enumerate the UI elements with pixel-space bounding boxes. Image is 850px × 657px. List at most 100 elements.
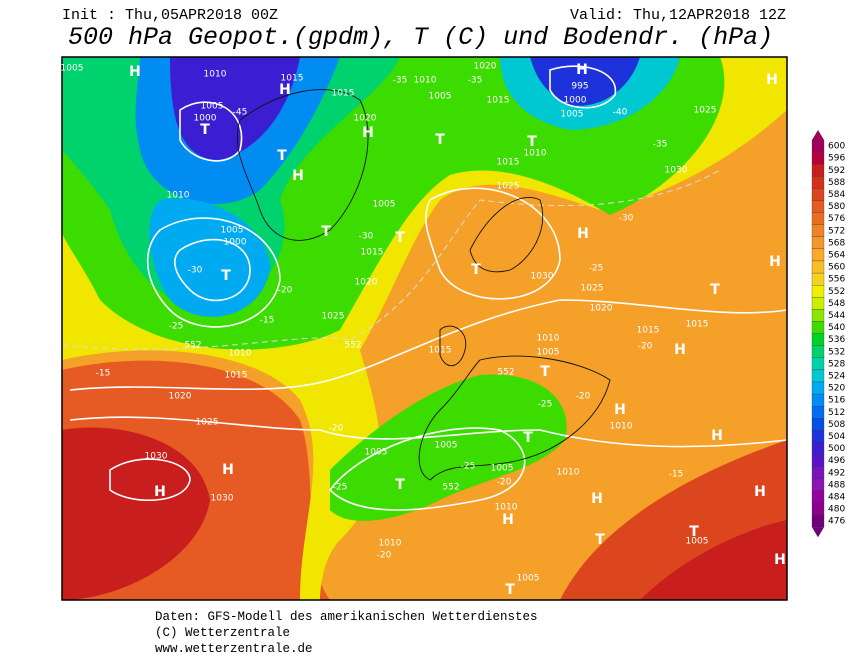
pressure-center: T	[540, 364, 550, 380]
colorbar-label: 572	[828, 226, 845, 236]
contour-label: 1010	[414, 76, 437, 86]
init-time: Init : Thu,05APR2018 00Z	[62, 7, 278, 24]
pressure-center: H	[502, 512, 514, 528]
colorbar-cell	[811, 309, 825, 322]
colorbar-cell	[811, 454, 825, 467]
contour-label: 552	[184, 341, 201, 351]
contour-label: 1015	[361, 248, 384, 258]
colorbar-cap	[812, 130, 824, 140]
contour-label: 1015	[281, 74, 304, 84]
contour-label: 1025	[497, 182, 520, 192]
colorbar-cell	[811, 393, 825, 407]
pressure-center: T	[321, 224, 331, 240]
contour-label: 1025	[322, 312, 345, 322]
colorbar-cell	[811, 490, 825, 504]
contour-label: 1010	[495, 503, 518, 513]
pressure-center: H	[769, 254, 781, 270]
colorbar-label: 476	[828, 517, 845, 527]
contour-label: -45	[233, 108, 248, 118]
valid-time: Valid: Thu,12APR2018 12Z	[570, 7, 786, 24]
colorbar-label: 484	[828, 492, 845, 502]
contour-label: -35	[468, 76, 483, 86]
pressure-center: T	[277, 148, 287, 164]
contour-label: 1005	[373, 200, 396, 210]
pressure-center: T	[200, 122, 210, 138]
contour-label: -15	[669, 470, 684, 480]
contour-label: 1015	[637, 326, 660, 336]
contour-label: 1020	[355, 278, 378, 288]
colorbar-label: 504	[828, 432, 845, 442]
contour-label: 1025	[196, 418, 219, 428]
colorbar-cell	[811, 248, 825, 262]
contour-label: -15	[260, 316, 275, 326]
colorbar-cell	[811, 418, 825, 431]
colorbar-cell	[811, 260, 825, 274]
contour-label: 1030	[665, 166, 688, 176]
colorbar-cell	[811, 502, 825, 516]
colorbar-label: 584	[828, 190, 845, 200]
pressure-center: H	[154, 484, 166, 500]
colorbar-label: 500	[828, 444, 845, 454]
contour-label: -20	[638, 342, 653, 352]
contour-label: 1010	[524, 149, 547, 159]
contour-label: 1005	[561, 110, 584, 120]
colorbar-label: 560	[828, 263, 845, 273]
contour-label: 1010	[537, 334, 560, 344]
contour-label: 1005	[517, 574, 540, 584]
colorbar-cell	[811, 212, 825, 225]
pressure-center: T	[527, 134, 537, 150]
contour-label: -30	[188, 266, 203, 276]
pressure-center: H	[674, 342, 686, 358]
colorbar-label: 488	[828, 480, 845, 490]
colorbar-label: 564	[828, 250, 845, 260]
contour-label: 1030	[211, 494, 234, 504]
colorbar-label: 540	[828, 323, 845, 333]
contour-label: 1015	[225, 371, 248, 381]
contour-label: 1005	[686, 537, 709, 547]
contour-label: 1015	[497, 158, 520, 168]
pressure-center: H	[279, 82, 291, 98]
colorbar-cell	[811, 430, 825, 443]
contour-label: 552	[442, 483, 459, 493]
footer-copyright: (C) Wetterzentrale	[155, 626, 290, 640]
contour-label: 1025	[581, 284, 604, 294]
contour-label: 1005	[537, 348, 560, 358]
pressure-center: T	[395, 230, 405, 246]
contour-label: 995	[571, 82, 588, 92]
colorbar-label: 508	[828, 420, 845, 430]
cold-core	[530, 57, 640, 106]
colorbar-label: 592	[828, 166, 845, 176]
colorbar-label: 480	[828, 505, 845, 515]
contour-label: -25	[589, 264, 604, 274]
footer-url: www.wetterzentrale.de	[155, 642, 313, 656]
contour-label: 1010	[610, 422, 633, 432]
contour-label: -25	[169, 322, 184, 332]
colorbar-cell	[811, 164, 825, 177]
contour-label: -20	[497, 478, 512, 488]
contour-label: 1000	[564, 96, 587, 106]
colorbar-cell	[811, 466, 825, 479]
colorbar-cell	[811, 200, 825, 213]
contour-label: 1010	[167, 191, 190, 201]
cold-core	[170, 57, 300, 160]
contour-label: 1010	[229, 349, 252, 359]
contour-label: 1005	[429, 92, 452, 102]
colorbar-cell	[811, 406, 825, 419]
colorbar-cell	[811, 297, 825, 310]
pressure-center: H	[711, 428, 723, 444]
contour-label: 1005	[221, 226, 244, 236]
contour-label: -20	[278, 286, 293, 296]
colorbar-label: 552	[828, 287, 845, 297]
contour-label: 1000	[194, 114, 217, 124]
colorbar-cell	[811, 345, 825, 358]
colorbar-label: 492	[828, 468, 845, 478]
warm-core	[62, 427, 210, 600]
colorbar: 600 596 592 588 584 580 576 572 568 564 560 556 552 5…	[811, 130, 845, 538]
colorbar-label: 556	[828, 275, 845, 285]
title: 500 hPa Geopot.(gpdm), T (C) und Bodendr…	[68, 23, 773, 52]
contour-label: -15	[96, 369, 111, 379]
contour-label: 1030	[145, 452, 168, 462]
pressure-center: H	[292, 168, 304, 184]
colorbar-label: 596	[828, 154, 845, 164]
